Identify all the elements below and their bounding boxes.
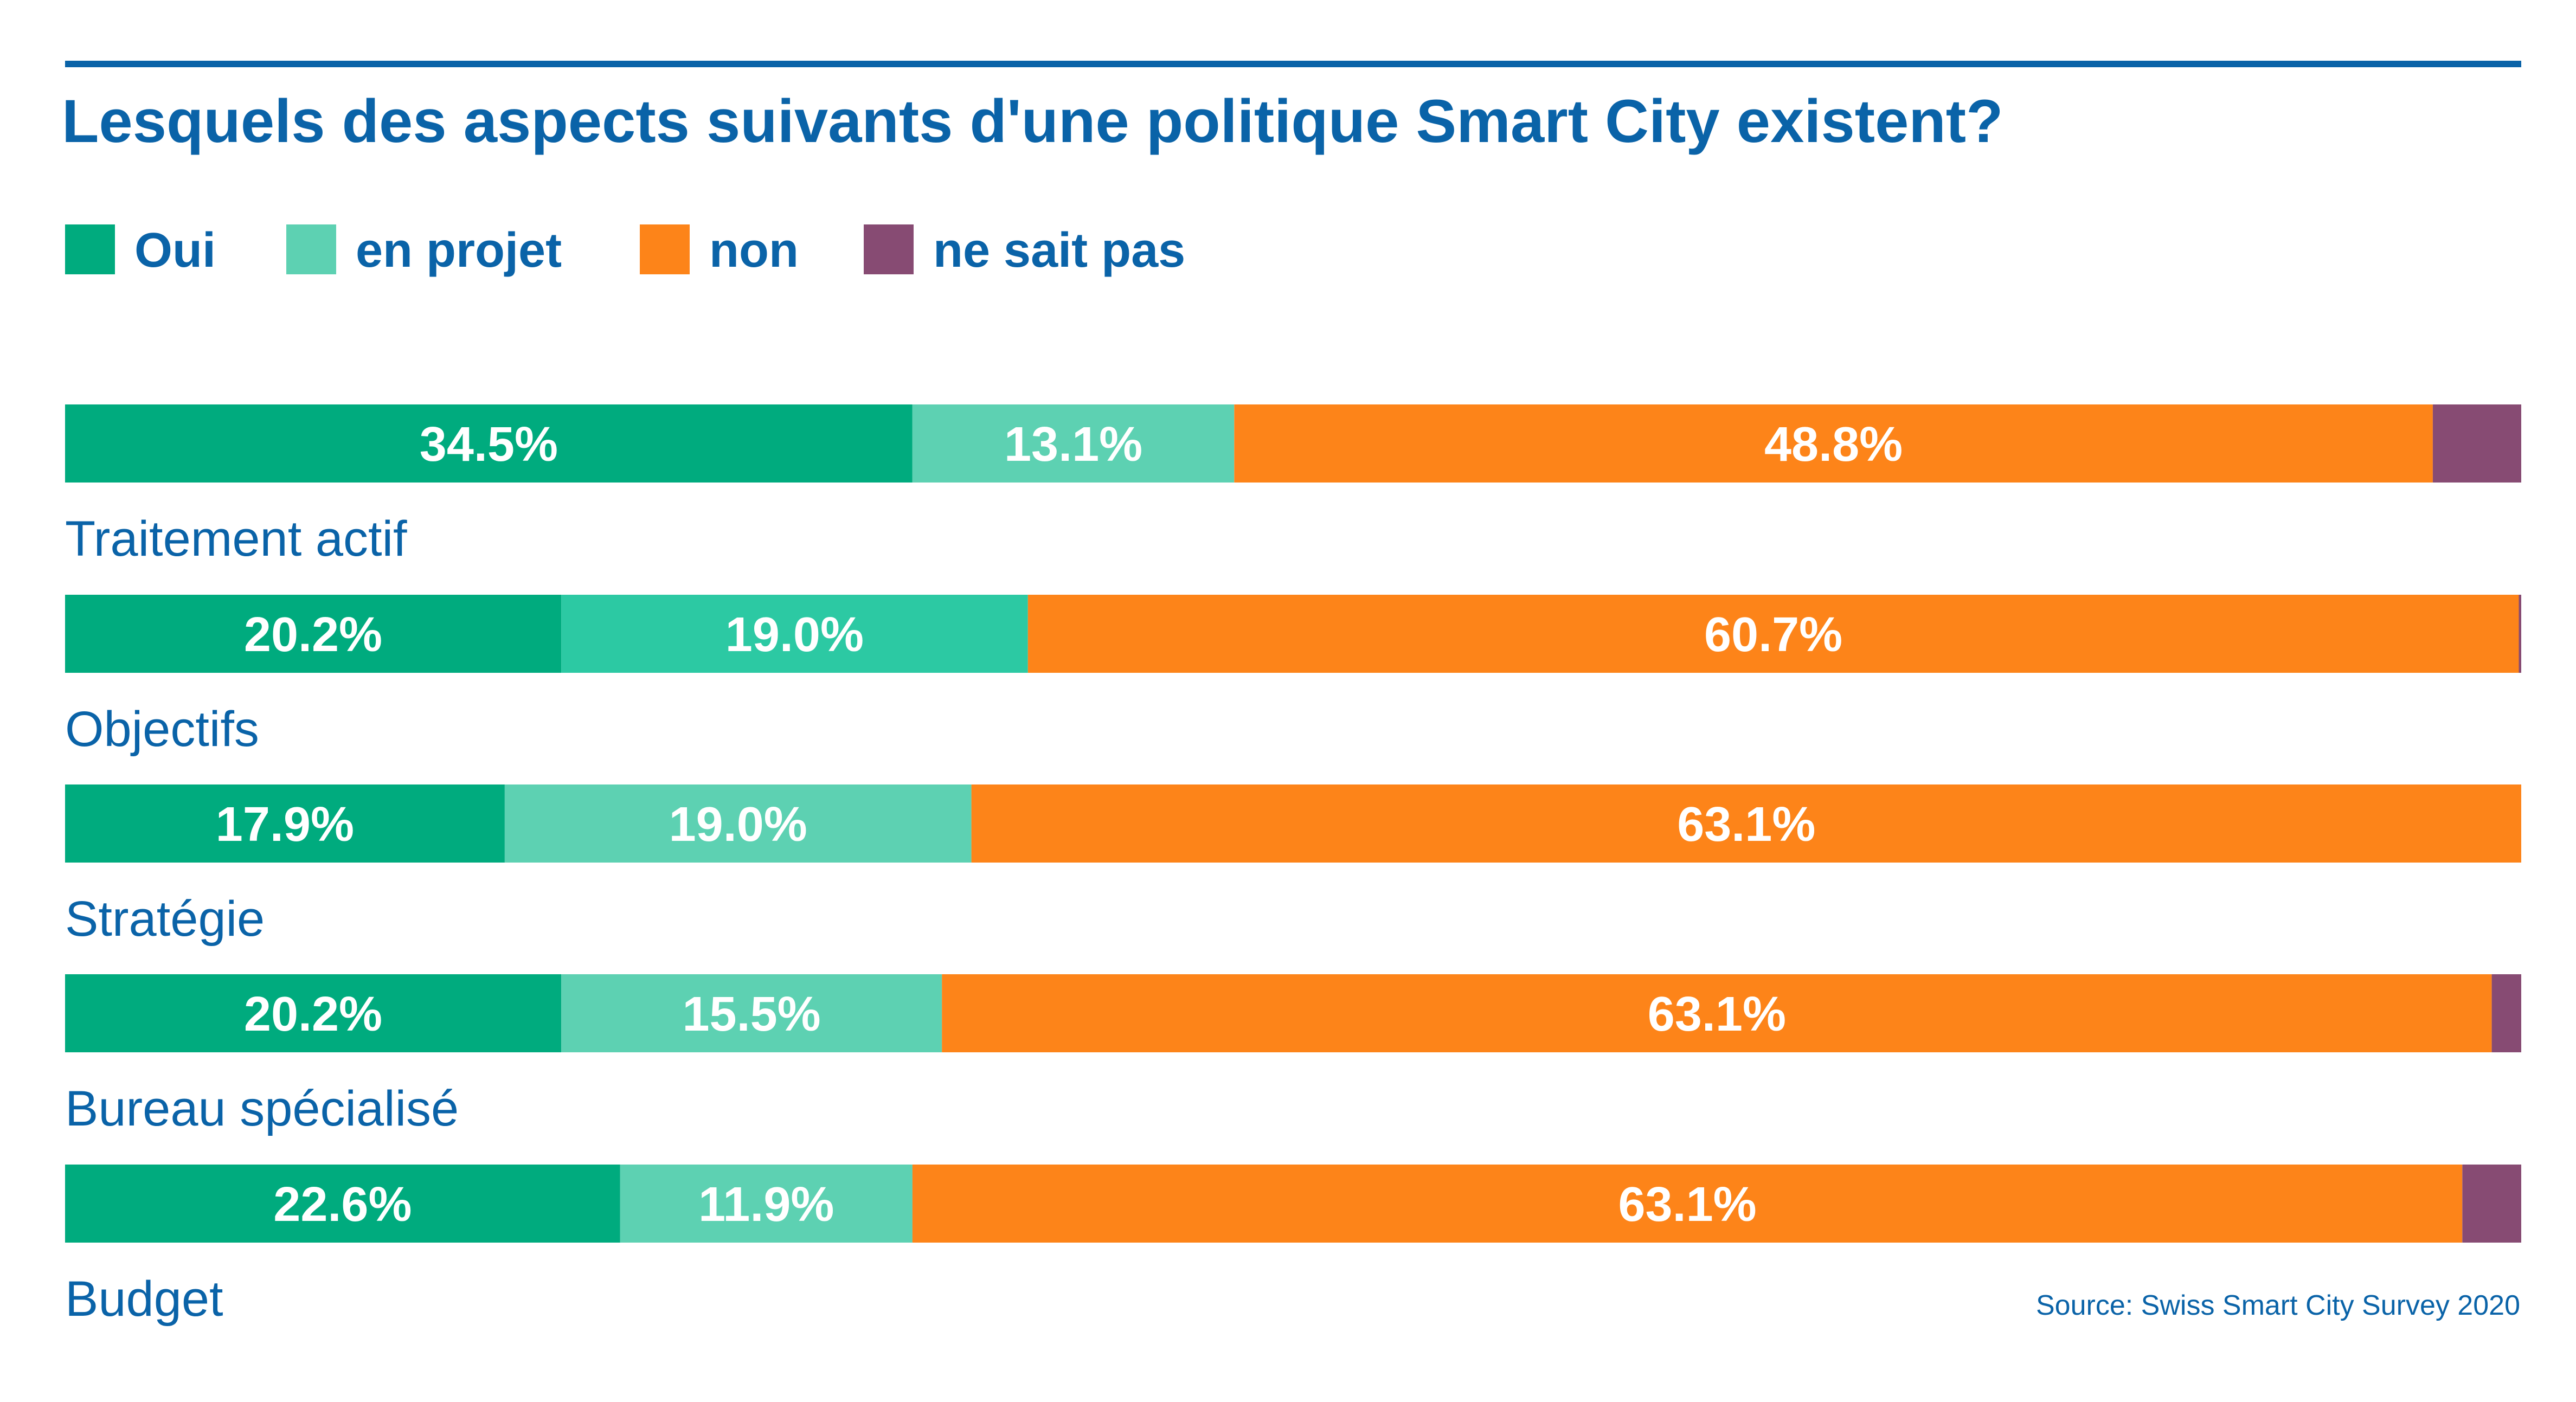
bar-2-0 — [65, 784, 505, 863]
bar-0-0 — [65, 404, 913, 483]
data-label-2-1: 19.0% — [669, 798, 807, 852]
bar-1-3 — [2519, 595, 2521, 673]
chart-title: Lesquels des aspects suivants d'une poli… — [62, 87, 2003, 155]
category-label-2: Stratégie — [65, 891, 265, 947]
bar-4-1 — [620, 1165, 913, 1243]
bars — [65, 404, 2521, 1243]
bar-3-3 — [2491, 974, 2521, 1052]
bar-1-0 — [65, 595, 562, 673]
legend-label-2: non — [709, 223, 799, 278]
bar-4-0 — [65, 1165, 620, 1243]
bar-2-2 — [971, 784, 2521, 863]
data-label-0-1: 13.1% — [1004, 417, 1142, 472]
data-label-1-0: 20.2% — [244, 608, 382, 662]
data-label-2-0: 17.9% — [216, 798, 354, 852]
data-label-0-2: 48.8% — [1764, 417, 1903, 472]
bar-3-1 — [561, 974, 942, 1052]
bar-2-1 — [504, 784, 972, 863]
data-label-3-1: 15.5% — [682, 987, 820, 1041]
legend-label-1: en projet — [356, 223, 562, 278]
data-label-4-1: 11.9% — [698, 1178, 834, 1232]
category-label-4: Budget — [65, 1271, 223, 1327]
data-label-4-0: 22.6% — [273, 1178, 412, 1232]
legend-swatch-0 — [65, 224, 115, 274]
legend-label-3: ne sait pas — [933, 223, 1185, 278]
bar-1-2 — [1027, 595, 2519, 673]
bar-0-1 — [912, 404, 1235, 483]
legend-swatch-1 — [286, 224, 336, 274]
data-label-2-2: 63.1% — [1677, 798, 1815, 852]
legend-label-0: Oui — [134, 223, 216, 278]
category-labels: Traitement actif Objectifs Stratégie Bureau… — [65, 511, 459, 1327]
category-label-3: Bureau spécialisé — [65, 1081, 459, 1136]
data-labels: 34.5% 13.1% 48.8% 20.2% 19.0% 60.7% 17.9% 19.0%… — [216, 417, 1903, 1232]
category-label-0: Traitement actif — [65, 511, 407, 567]
bar-4-3 — [2462, 1165, 2521, 1243]
bar-0-2 — [1234, 404, 2433, 483]
bar-0-3 — [2432, 404, 2521, 483]
bar-3-0 — [65, 974, 562, 1052]
data-label-4-2: 63.1% — [1618, 1178, 1756, 1232]
data-label-1-2: 60.7% — [1704, 608, 1842, 662]
bar-1-1 — [561, 595, 1028, 673]
legend: Oui en projet non ne sait pas — [65, 223, 1185, 278]
legend-swatch-3 — [864, 224, 914, 274]
data-label-1-1: 19.0% — [725, 608, 864, 662]
source-note: Source: Swiss Smart City Survey 2020 — [2036, 1290, 2520, 1321]
data-label-3-0: 20.2% — [244, 987, 382, 1041]
legend-swatch-2 — [640, 224, 690, 274]
data-label-0-0: 34.5% — [420, 417, 558, 472]
bar-4-2 — [912, 1165, 2463, 1243]
title-rule — [65, 61, 2521, 67]
category-label-1: Objectifs — [65, 702, 259, 757]
bar-3-2 — [942, 974, 2492, 1052]
data-label-3-2: 63.1% — [1648, 987, 1786, 1041]
